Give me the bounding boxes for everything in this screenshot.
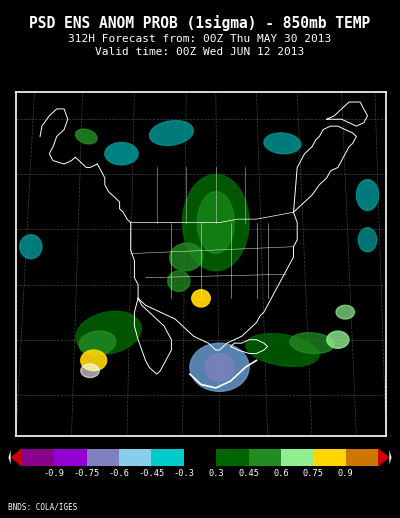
Ellipse shape — [105, 142, 138, 165]
Ellipse shape — [197, 192, 234, 254]
Polygon shape — [8, 451, 11, 464]
Ellipse shape — [20, 235, 42, 259]
Bar — [184, 449, 216, 466]
Polygon shape — [378, 448, 389, 467]
Text: -0.45: -0.45 — [138, 469, 164, 478]
Ellipse shape — [76, 311, 141, 354]
Ellipse shape — [76, 129, 97, 144]
Text: -0.75: -0.75 — [74, 469, 100, 478]
Ellipse shape — [81, 364, 99, 378]
Ellipse shape — [81, 350, 107, 371]
Ellipse shape — [79, 331, 116, 355]
Ellipse shape — [327, 331, 349, 348]
Ellipse shape — [170, 243, 203, 271]
Polygon shape — [389, 451, 392, 464]
Ellipse shape — [290, 333, 334, 354]
Ellipse shape — [336, 305, 354, 319]
Ellipse shape — [192, 290, 210, 307]
Text: 0.9: 0.9 — [338, 469, 354, 478]
Bar — [22, 449, 54, 466]
Text: 0.45: 0.45 — [238, 469, 259, 478]
Ellipse shape — [246, 334, 319, 366]
Ellipse shape — [182, 175, 249, 271]
Ellipse shape — [168, 271, 190, 292]
Text: 0.3: 0.3 — [208, 469, 224, 478]
Text: PSD ENS ANOM PROB (1sigma) - 850mb TEMP: PSD ENS ANOM PROB (1sigma) - 850mb TEMP — [29, 16, 371, 31]
Text: -0.9: -0.9 — [44, 469, 65, 478]
Ellipse shape — [356, 180, 379, 210]
Bar — [216, 449, 248, 466]
Bar — [346, 449, 378, 466]
Ellipse shape — [205, 353, 234, 381]
Bar — [119, 449, 152, 466]
Bar — [281, 449, 313, 466]
Text: 0.75: 0.75 — [303, 469, 324, 478]
Bar — [313, 449, 346, 466]
Ellipse shape — [358, 228, 377, 252]
Ellipse shape — [264, 133, 301, 154]
Polygon shape — [11, 448, 22, 467]
Ellipse shape — [190, 343, 249, 392]
Bar — [87, 449, 119, 466]
Text: 0.6: 0.6 — [273, 469, 289, 478]
Text: BNDS: COLA/IGES: BNDS: COLA/IGES — [8, 503, 77, 512]
Text: 312H Forecast from: 00Z Thu MAY 30 2013: 312H Forecast from: 00Z Thu MAY 30 2013 — [68, 34, 332, 45]
Text: -0.6: -0.6 — [108, 469, 130, 478]
Text: -0.3: -0.3 — [173, 469, 194, 478]
Text: Valid time: 00Z Wed JUN 12 2013: Valid time: 00Z Wed JUN 12 2013 — [95, 47, 305, 57]
Bar — [248, 449, 281, 466]
Ellipse shape — [150, 121, 193, 146]
Bar — [152, 449, 184, 466]
Bar — [54, 449, 87, 466]
